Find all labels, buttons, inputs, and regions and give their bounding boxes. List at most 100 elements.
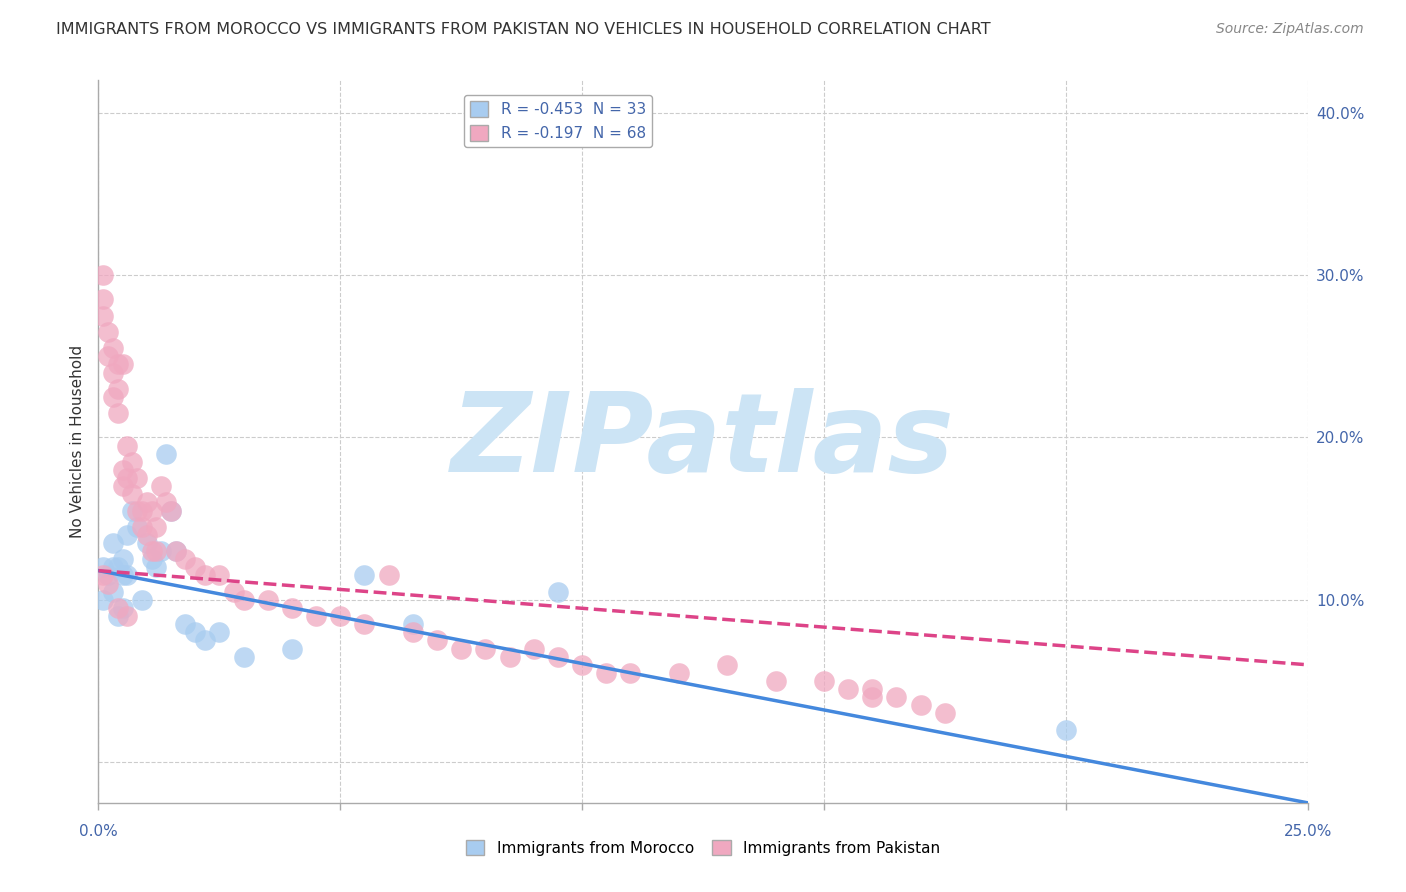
Point xyxy=(107,358,129,372)
Point xyxy=(107,601,129,615)
Point xyxy=(208,625,231,640)
Point xyxy=(91,560,114,574)
Point xyxy=(141,544,163,558)
Point xyxy=(571,657,593,672)
Point xyxy=(232,592,254,607)
Text: 0.0%: 0.0% xyxy=(79,824,118,838)
Point xyxy=(837,682,859,697)
Point xyxy=(121,487,143,501)
Point xyxy=(523,641,546,656)
Point xyxy=(377,568,399,582)
Text: ZIPatlas: ZIPatlas xyxy=(451,388,955,495)
Text: 25.0%: 25.0% xyxy=(1284,824,1331,838)
Point xyxy=(184,625,207,640)
Point xyxy=(135,528,157,542)
Point xyxy=(131,592,153,607)
Text: Source: ZipAtlas.com: Source: ZipAtlas.com xyxy=(1216,22,1364,37)
Point xyxy=(101,366,124,380)
Point xyxy=(155,495,177,509)
Point xyxy=(232,649,254,664)
Point xyxy=(107,406,129,420)
Point xyxy=(194,633,217,648)
Point xyxy=(101,536,124,550)
Point xyxy=(135,495,157,509)
Point xyxy=(305,609,328,624)
Point xyxy=(97,325,120,339)
Point xyxy=(111,479,134,493)
Point xyxy=(145,560,167,574)
Text: IMMIGRANTS FROM MOROCCO VS IMMIGRANTS FROM PAKISTAN NO VEHICLES IN HOUSEHOLD COR: IMMIGRANTS FROM MOROCCO VS IMMIGRANTS FR… xyxy=(56,22,991,37)
Point xyxy=(91,268,114,282)
Point xyxy=(329,609,352,624)
Point xyxy=(595,665,617,680)
Point xyxy=(353,568,375,582)
Point xyxy=(256,592,278,607)
Point xyxy=(165,544,187,558)
Point xyxy=(498,649,520,664)
Point xyxy=(107,382,129,396)
Point xyxy=(131,503,153,517)
Point xyxy=(174,617,197,632)
Point xyxy=(222,584,245,599)
Point xyxy=(111,568,134,582)
Point xyxy=(117,528,139,542)
Point xyxy=(547,584,569,599)
Point xyxy=(117,439,139,453)
Point xyxy=(121,503,143,517)
Point xyxy=(91,568,114,582)
Point xyxy=(117,609,139,624)
Point xyxy=(934,706,956,721)
Point xyxy=(101,341,124,355)
Point xyxy=(107,560,129,574)
Point xyxy=(127,520,149,534)
Point xyxy=(619,665,641,680)
Point xyxy=(150,479,173,493)
Point xyxy=(1054,723,1077,737)
Point xyxy=(145,544,167,558)
Point xyxy=(281,641,304,656)
Point xyxy=(402,617,425,632)
Point xyxy=(121,455,143,469)
Point xyxy=(111,358,134,372)
Point xyxy=(668,665,690,680)
Point xyxy=(910,698,932,713)
Point xyxy=(860,682,883,697)
Point xyxy=(97,568,120,582)
Point xyxy=(91,309,114,323)
Point xyxy=(101,584,124,599)
Point xyxy=(765,673,787,688)
Point xyxy=(450,641,472,656)
Point xyxy=(860,690,883,705)
Point xyxy=(547,649,569,664)
Point xyxy=(813,673,835,688)
Point xyxy=(174,552,197,566)
Point xyxy=(111,463,134,477)
Point xyxy=(184,560,207,574)
Point xyxy=(194,568,217,582)
Point xyxy=(886,690,908,705)
Point xyxy=(160,503,183,517)
Point xyxy=(165,544,187,558)
Point xyxy=(426,633,449,648)
Point xyxy=(117,568,139,582)
Point xyxy=(150,544,173,558)
Point xyxy=(145,520,167,534)
Point xyxy=(281,601,304,615)
Point xyxy=(155,447,177,461)
Point xyxy=(111,552,134,566)
Y-axis label: No Vehicles in Household: No Vehicles in Household xyxy=(69,345,84,538)
Point xyxy=(402,625,425,640)
Point xyxy=(141,552,163,566)
Point xyxy=(131,520,153,534)
Point xyxy=(91,293,114,307)
Point xyxy=(111,601,134,615)
Point xyxy=(716,657,738,672)
Point xyxy=(91,592,114,607)
Point xyxy=(208,568,231,582)
Point xyxy=(107,609,129,624)
Point xyxy=(141,503,163,517)
Legend: Immigrants from Morocco, Immigrants from Pakistan: Immigrants from Morocco, Immigrants from… xyxy=(461,835,945,860)
Point xyxy=(127,503,149,517)
Point xyxy=(97,576,120,591)
Point xyxy=(101,560,124,574)
